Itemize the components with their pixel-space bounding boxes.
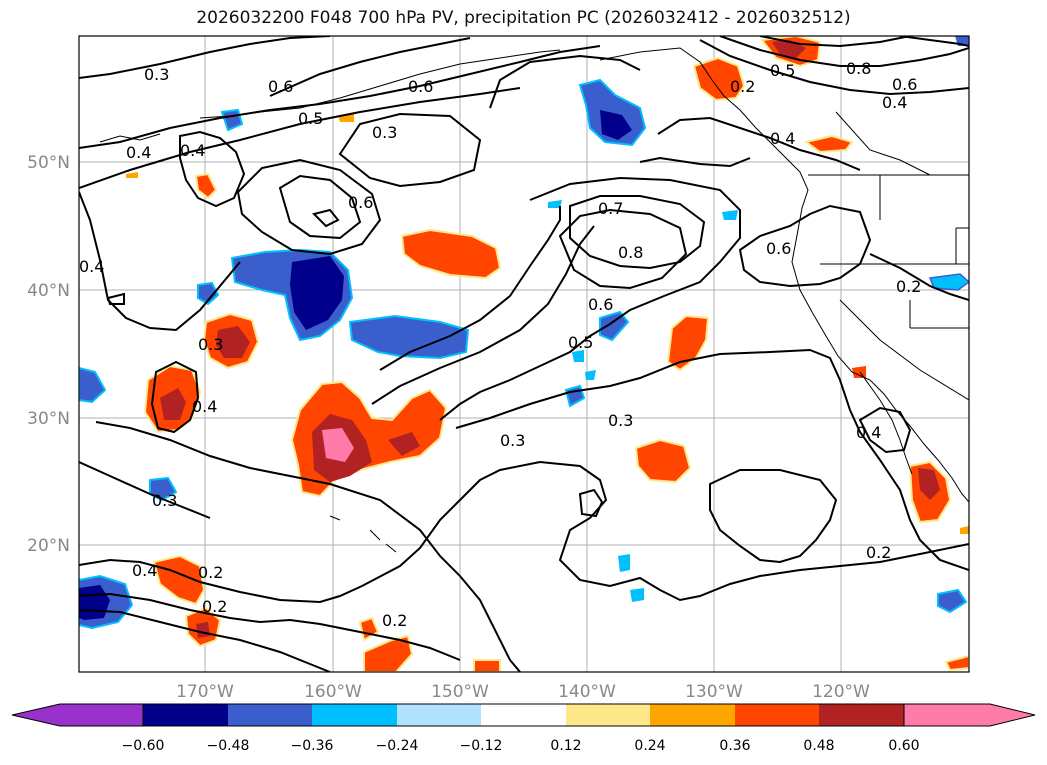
contour-label: 0.5: [568, 333, 593, 352]
lon-label-170w: 170°W: [176, 682, 234, 702]
colorbar-tick: −0.48: [207, 738, 250, 754]
contour-label: 0.6: [408, 77, 433, 96]
contour-label: 0.6: [348, 193, 373, 212]
contour-label: 0.3: [152, 491, 177, 510]
contour-label: 0.2: [198, 563, 223, 582]
lat-label-20n: 20°N: [27, 536, 70, 556]
colorbar-tick: 0.60: [888, 738, 919, 754]
lat-label-40n: 40°N: [27, 281, 70, 301]
contour-label: 0.3: [198, 335, 223, 354]
longitude-labels: 170°W 160°W 150°W 140°W 130°W 120°W: [176, 682, 870, 702]
contour-label: 0.3: [144, 65, 169, 84]
contour-label: 0.2: [866, 543, 891, 562]
colorbar-tick: 0.48: [803, 738, 834, 754]
contour-label: 0.5: [298, 109, 323, 128]
contour-label: 0.8: [618, 243, 643, 262]
lon-label-130w: 130°W: [685, 682, 743, 702]
contour-label: 0.2: [730, 77, 755, 96]
lon-label-150w: 150°W: [431, 682, 489, 702]
precip-negative-areas: [79, 36, 969, 630]
contour-label: 0.7: [598, 199, 623, 218]
lon-label-140w: 140°W: [558, 682, 616, 702]
colorbar-tick: −0.60: [122, 738, 165, 754]
contour-label: 0.4: [79, 257, 104, 276]
contour-label: 0.6: [766, 239, 791, 258]
lon-label-120w: 120°W: [812, 682, 870, 702]
pv-contours: [79, 36, 969, 672]
latitude-labels: 50°N 40°N 30°N 20°N: [27, 153, 70, 556]
contour-label: 0.6: [892, 75, 917, 94]
contour-label: 0.4: [770, 129, 795, 148]
contour-label: 0.4: [882, 93, 907, 112]
map-title: 2026032200 F048 700 hPa PV, precipitatio…: [196, 8, 851, 28]
contour-label: 0.8: [846, 59, 871, 78]
colorbar-segment: [819, 704, 904, 726]
map-frame: [78, 35, 970, 673]
colorbar-segment: [735, 704, 819, 726]
colorbar-segment: [143, 704, 228, 726]
pv-contour-labels: 0.3 0.6 0.6 0.5 0.3 0.4 0.4 0.6 0.7 0.8 …: [79, 59, 921, 630]
contour-label: 0.4: [192, 397, 217, 416]
colorbar-tick: −0.24: [376, 738, 419, 754]
contour-label: 0.5: [770, 61, 795, 80]
lon-label-160w: 160°W: [304, 682, 362, 702]
colorbar-tick: −0.36: [291, 738, 334, 754]
colorbar: −0.60 −0.48 −0.36 −0.24 −0.12 0.12 0.24 …: [11, 703, 1036, 754]
colorbar-segment: [397, 704, 481, 726]
colorbar-tick: 0.24: [634, 738, 665, 754]
contour-label: 0.4: [856, 423, 881, 442]
contour-label: 0.3: [608, 411, 633, 430]
contour-label: 0.2: [382, 611, 407, 630]
contour-label: 0.6: [268, 77, 293, 96]
contour-label: 0.6: [588, 295, 613, 314]
contour-label: 0.2: [896, 277, 921, 296]
contour-label: 0.4: [126, 143, 151, 162]
colorbar-extend-high: [903, 703, 1036, 727]
colorbar-segment: [312, 704, 397, 726]
colorbar-segment: [650, 704, 735, 726]
contour-label: 0.3: [372, 123, 397, 142]
colorbar-segment: [481, 704, 566, 726]
contour-label: 0.2: [202, 597, 227, 616]
contour-label: 0.3: [500, 431, 525, 450]
lat-label-30n: 30°N: [27, 409, 70, 429]
colorbar-segment: [566, 704, 650, 726]
colorbar-tick: 0.36: [719, 738, 750, 754]
colorbar-extend-low: [11, 703, 144, 727]
colorbar-tick: 0.12: [550, 738, 581, 754]
colorbar-segment: [228, 704, 312, 726]
colorbar-tick: −0.12: [460, 738, 503, 754]
lat-label-50n: 50°N: [27, 153, 70, 173]
contour-label: 0.4: [132, 561, 157, 580]
contour-label: 0.4: [180, 141, 205, 160]
